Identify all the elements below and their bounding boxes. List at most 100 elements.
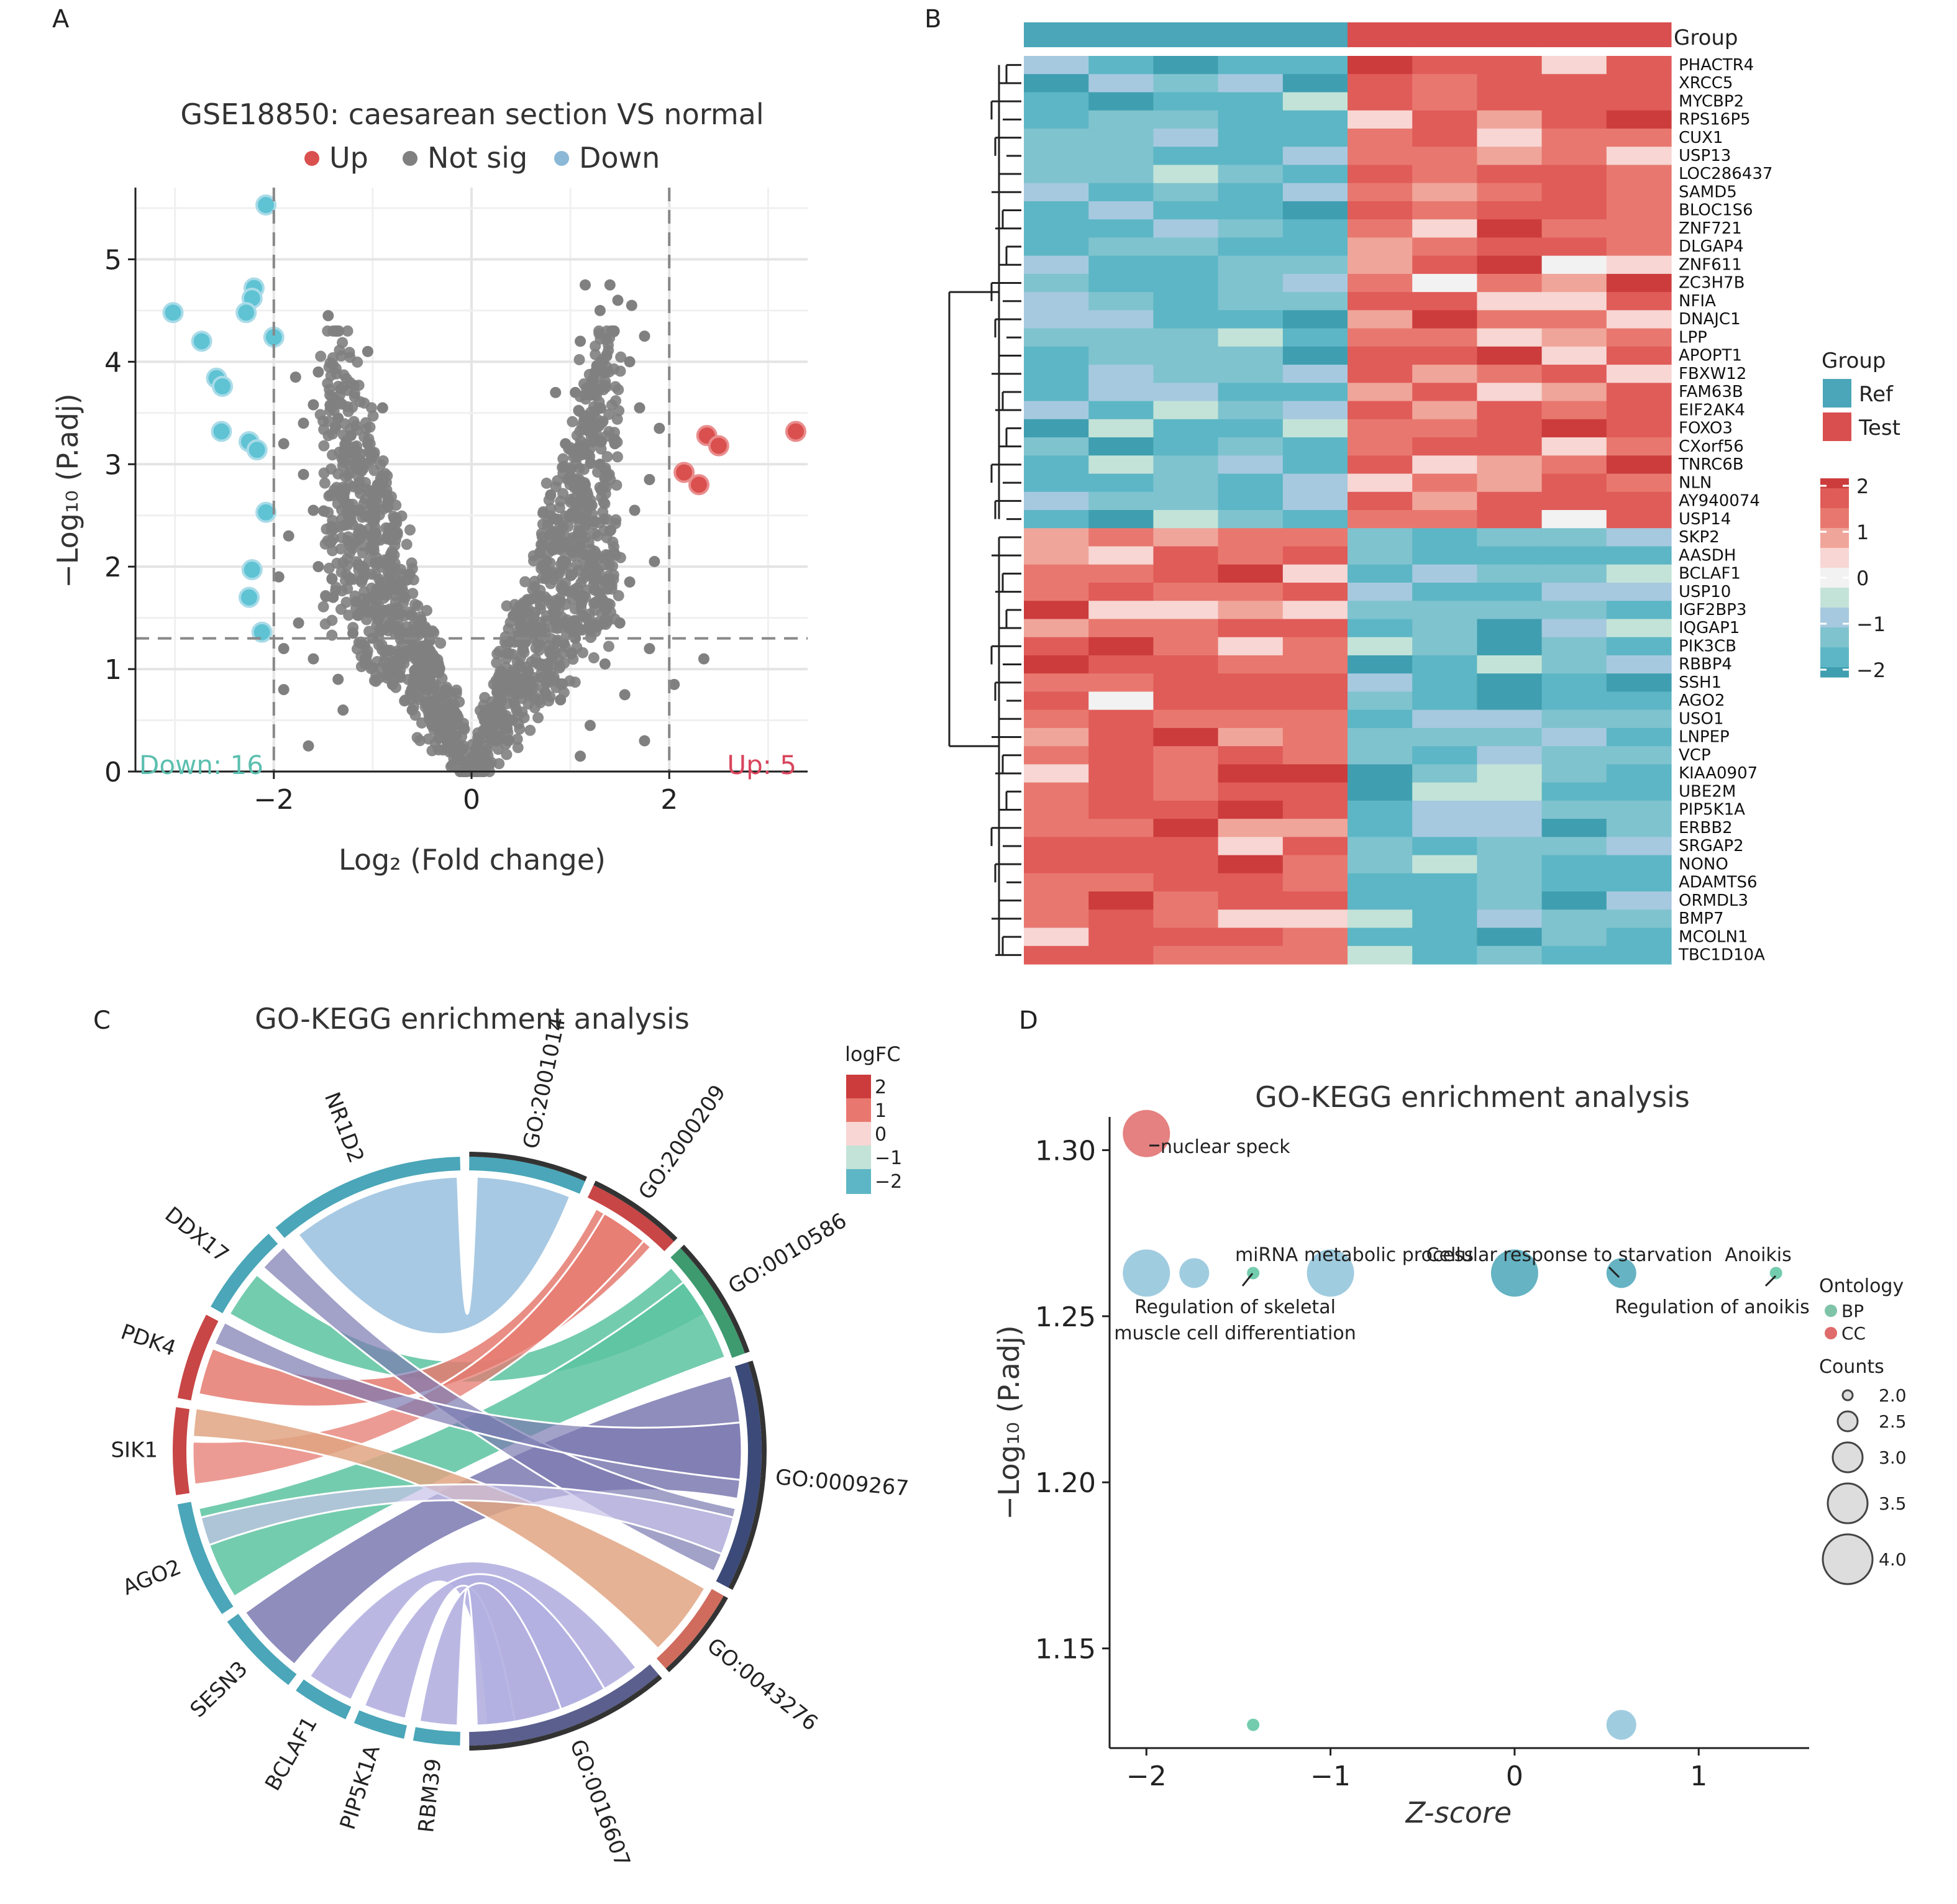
heatmap-cell xyxy=(1606,564,1672,583)
volcano-point-notsig xyxy=(273,571,285,583)
colorbar-segment xyxy=(1820,513,1849,519)
heatmap-cell xyxy=(1606,237,1672,257)
volcano-point-notsig xyxy=(407,681,419,693)
heatmap-cell xyxy=(1348,564,1413,583)
heatmap-cell xyxy=(1024,219,1089,238)
volcano-point-notsig xyxy=(624,576,636,588)
volcano-point-notsig xyxy=(578,439,590,451)
volcano-point-notsig xyxy=(508,610,519,622)
volcano-legend-swatch xyxy=(554,151,569,166)
counts-legend: 2.0 2.5 3.0 3.5 4.0 xyxy=(1822,1385,1907,1585)
volcano-point-notsig xyxy=(567,416,578,427)
heatmap-cell xyxy=(1153,891,1219,910)
volcano-point-notsig xyxy=(399,645,411,657)
volcano-point-notsig xyxy=(326,573,338,585)
gene-arc xyxy=(173,1407,190,1495)
heatmap-cell xyxy=(1477,383,1543,402)
volcano-point-down xyxy=(246,439,268,461)
heatmap-cell xyxy=(1412,945,1477,965)
volcano-point-notsig xyxy=(512,742,524,754)
heatmap-cell xyxy=(1024,255,1089,275)
heatmap-cell xyxy=(1541,74,1607,93)
heatmap-cell xyxy=(1218,909,1284,929)
volcano-point-notsig xyxy=(514,723,526,735)
heatmap-cell xyxy=(1153,510,1219,529)
panel-letter-a: A xyxy=(52,5,70,34)
heatmap-cell xyxy=(1153,782,1219,801)
heatmap-cell xyxy=(1477,837,1543,856)
heatmap-cell xyxy=(1282,927,1348,947)
heatmap-cell xyxy=(1348,92,1413,111)
colorbar-segment xyxy=(1820,603,1849,608)
heatmap-cell xyxy=(1541,165,1607,184)
volcano-point-notsig xyxy=(505,714,517,726)
panel-letter-d: D xyxy=(1019,1006,1038,1035)
volcano-point-notsig xyxy=(365,663,377,675)
heatmap-cell xyxy=(1477,237,1543,257)
volcano-point-notsig xyxy=(385,491,397,503)
heatmap-cell xyxy=(1606,746,1672,765)
heatmap-cell xyxy=(1477,491,1543,511)
volcano-point-notsig xyxy=(511,733,523,745)
down-count-label: Down: 16 xyxy=(139,750,263,780)
heatmap-cell xyxy=(1606,709,1672,729)
heatmap-cell xyxy=(1153,945,1219,965)
heatmap-cell xyxy=(1088,927,1154,947)
heatmap-cell xyxy=(1282,383,1348,402)
volcano-point-notsig xyxy=(593,565,604,576)
gene-label: DDX17 xyxy=(160,1202,234,1267)
volcano-point-notsig xyxy=(601,325,613,337)
term-label: GO:2000209 xyxy=(634,1080,731,1204)
volcano-point-notsig xyxy=(357,561,368,573)
counts-legend-label: 3.0 xyxy=(1879,1447,1907,1468)
heatmap-cell xyxy=(1606,437,1672,456)
heatmap-cell xyxy=(1088,273,1154,293)
heatmap-cell xyxy=(1282,582,1348,601)
heatmap-cell xyxy=(1218,383,1284,402)
volcano-point-notsig xyxy=(326,629,338,641)
heatmap-cell xyxy=(1606,582,1672,601)
volcano-y-tick-label: 1 xyxy=(104,654,122,686)
volcano-point-notsig xyxy=(340,439,352,451)
term-arc-outline xyxy=(593,1180,678,1242)
heatmap-cell xyxy=(1477,165,1543,184)
heatmap-cell xyxy=(1218,546,1284,565)
heatmap-cell xyxy=(1477,74,1543,93)
heatmap-cell xyxy=(1348,346,1413,365)
heatmap-cell xyxy=(1088,165,1154,184)
gene-label: TNRC6B xyxy=(1678,455,1744,474)
heatmap-cell xyxy=(1088,473,1154,493)
bubble-x-label: Z-score xyxy=(1405,1796,1512,1829)
heatmap-cell xyxy=(1606,837,1672,856)
gene-label: USP13 xyxy=(1679,147,1731,165)
heatmap-cell xyxy=(1412,473,1477,493)
volcano-point-down xyxy=(191,330,212,352)
heatmap-cell xyxy=(1348,619,1413,638)
heatmap-cell xyxy=(1541,383,1607,402)
heatmap-cell xyxy=(1477,346,1543,365)
heatmap-cell xyxy=(1024,800,1089,819)
heatmap-cell xyxy=(1606,764,1672,783)
heatmap-cell xyxy=(1412,237,1477,257)
heatmap-cell xyxy=(1088,419,1154,438)
heatmap-cell xyxy=(1218,237,1284,257)
heatmap-cell xyxy=(1541,110,1607,129)
term-label: GO:0010586 xyxy=(724,1208,851,1300)
volcano-point-notsig xyxy=(539,539,550,551)
term-arc xyxy=(587,1185,674,1252)
heatmap-cell xyxy=(1153,437,1219,456)
bubble-axes: −2 −1 0 1 1.15 1.20 1.25 1.30 xyxy=(1035,1117,1809,1792)
heatmap-cell xyxy=(1412,637,1477,656)
heatmap-cell xyxy=(1541,201,1607,220)
heatmap-cell xyxy=(1606,128,1672,147)
volcano-point-notsig xyxy=(344,572,356,584)
legend-group-title: Group xyxy=(1822,348,1886,373)
volcano-point-notsig xyxy=(545,489,557,501)
heatmap-cell xyxy=(1282,909,1348,929)
label-mirna: miRNA metabolic process xyxy=(1235,1244,1474,1266)
heatmap-cell xyxy=(1541,619,1607,638)
volcano-point-notsig xyxy=(318,467,330,479)
heatmap-cell xyxy=(1477,582,1543,601)
heatmap-cell xyxy=(1088,437,1154,456)
volcano-point-notsig xyxy=(578,463,590,475)
